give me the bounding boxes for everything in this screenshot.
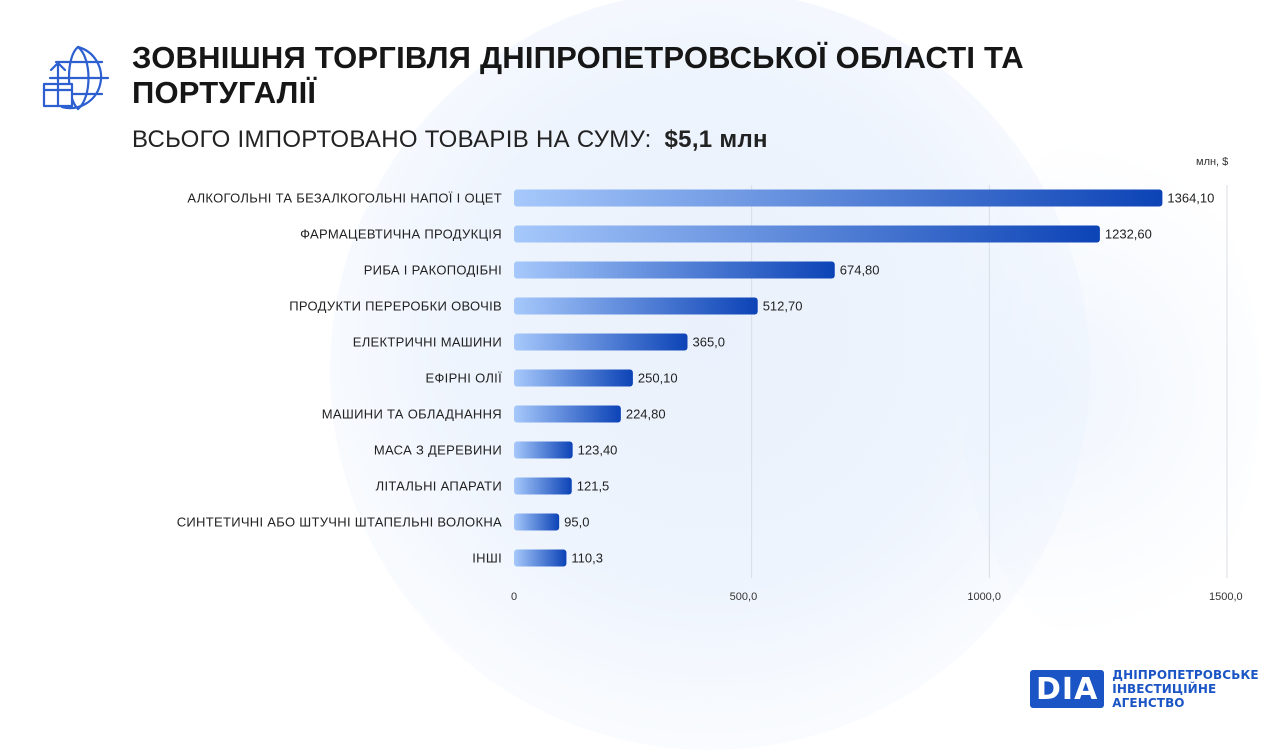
- value-label: 123,40: [578, 443, 618, 458]
- value-label: 110,3: [571, 551, 603, 566]
- category-label: ЕЛЕКТРИЧНІ МАШИНИ: [353, 335, 502, 350]
- logo-text: ДНІПРОПЕТРОВСЬКЕ ІНВЕСТИЦІЙНЕ АГЕНСТВО: [1112, 668, 1280, 710]
- category-label: АЛКОГОЛЬНІ ТА БЕЗАЛКОГОЛЬНІ НАПОЇ І ОЦЕТ: [187, 191, 502, 206]
- bar: [514, 477, 572, 495]
- bar: [514, 189, 1163, 207]
- logo-line-1: ДНІПРОПЕТРОВСЬКЕ: [1112, 668, 1259, 682]
- bar: [514, 405, 621, 423]
- background-blob-right: [960, 130, 1260, 650]
- category-label: ЛІТАЛЬНІ АПАРАТИ: [376, 479, 502, 494]
- value-label: 224,80: [626, 407, 666, 422]
- category-label: РИБА І РАКОПОДІБНІ: [364, 263, 502, 278]
- category-label: ФАРМАЦЕВТИЧНА ПРОДУКЦІЯ: [300, 227, 502, 242]
- bar-chart: 0 500,0 1000,0 1500,0 АЛКОГОЛЬНІ ТА БЕЗАЛКО…: [177, 185, 1243, 603]
- category-label: ЕФІРНІ ОЛІЇ: [426, 371, 503, 386]
- page-title: ЗОВНІШНЯ ТОРГІВЛЯ ДНІПРОПЕТРОВСЬКОЇ ОБЛА…: [132, 40, 1024, 110]
- logo-mark: DIA: [1030, 670, 1105, 708]
- value-label: 365,0: [692, 335, 725, 350]
- x-tick-label: 1000,0: [967, 591, 1001, 603]
- value-label: 1232,60: [1105, 227, 1152, 242]
- value-label: 1364,10: [1167, 191, 1214, 206]
- bar: [514, 333, 688, 351]
- bar: [514, 549, 567, 567]
- bar: [514, 297, 758, 315]
- subtitle-total: $5,1 млн: [664, 126, 768, 153]
- value-label: 95,0: [564, 515, 589, 530]
- bar: [514, 225, 1100, 243]
- bar: [514, 513, 560, 531]
- x-tick-label: 500,0: [730, 591, 758, 603]
- category-label: ІНШІ: [472, 551, 502, 566]
- bars-layer: АЛКОГОЛЬНІ ТА БЕЗАЛКОГОЛЬНІ НАПОЇ І ОЦЕТ…: [177, 189, 1214, 567]
- value-label: 512,70: [763, 299, 803, 314]
- category-label: ПРОДУКТИ ПЕРЕРОБКИ ОВОЧІВ: [289, 299, 502, 314]
- subtitle-label: ВСЬОГО ІМПОРТОВАНО ТОВАРІВ НА СУМУ:: [132, 126, 652, 153]
- value-label: 674,80: [840, 263, 880, 278]
- x-tick-label: 0: [511, 591, 517, 603]
- bar: [514, 261, 835, 279]
- bar: [514, 441, 573, 459]
- dia-logo: DIA ДНІПРОПЕТРОВСЬКЕ ІНВЕСТИЦІЙНЕ АГЕНСТ…: [1030, 668, 1280, 710]
- category-label: МАСА З ДЕРЕВИНИ: [374, 443, 502, 458]
- category-label: СИНТЕТИЧНІ АБО ШТУЧНІ ШТАПЕЛЬНІ ВОЛОКНА: [177, 515, 502, 530]
- value-label: 121,5: [577, 479, 610, 494]
- grid-layer: 0 500,0 1000,0 1500,0: [511, 185, 1243, 603]
- logo-line-2: ІНВЕСТИЦІЙНЕ АГЕНСТВО: [1112, 682, 1217, 710]
- subtitle: ВСЬОГО ІМПОРТОВАНО ТОВАРІВ НА СУМУ: $5,1…: [132, 126, 768, 154]
- bar: [514, 369, 633, 387]
- unit-label: млн, $: [1196, 156, 1229, 168]
- globe-box-upload-icon: [42, 45, 110, 111]
- category-label: МАШИНИ ТА ОБЛАДНАННЯ: [322, 407, 502, 422]
- value-label: 250,10: [638, 371, 678, 386]
- x-tick-label: 1500,0: [1209, 591, 1243, 603]
